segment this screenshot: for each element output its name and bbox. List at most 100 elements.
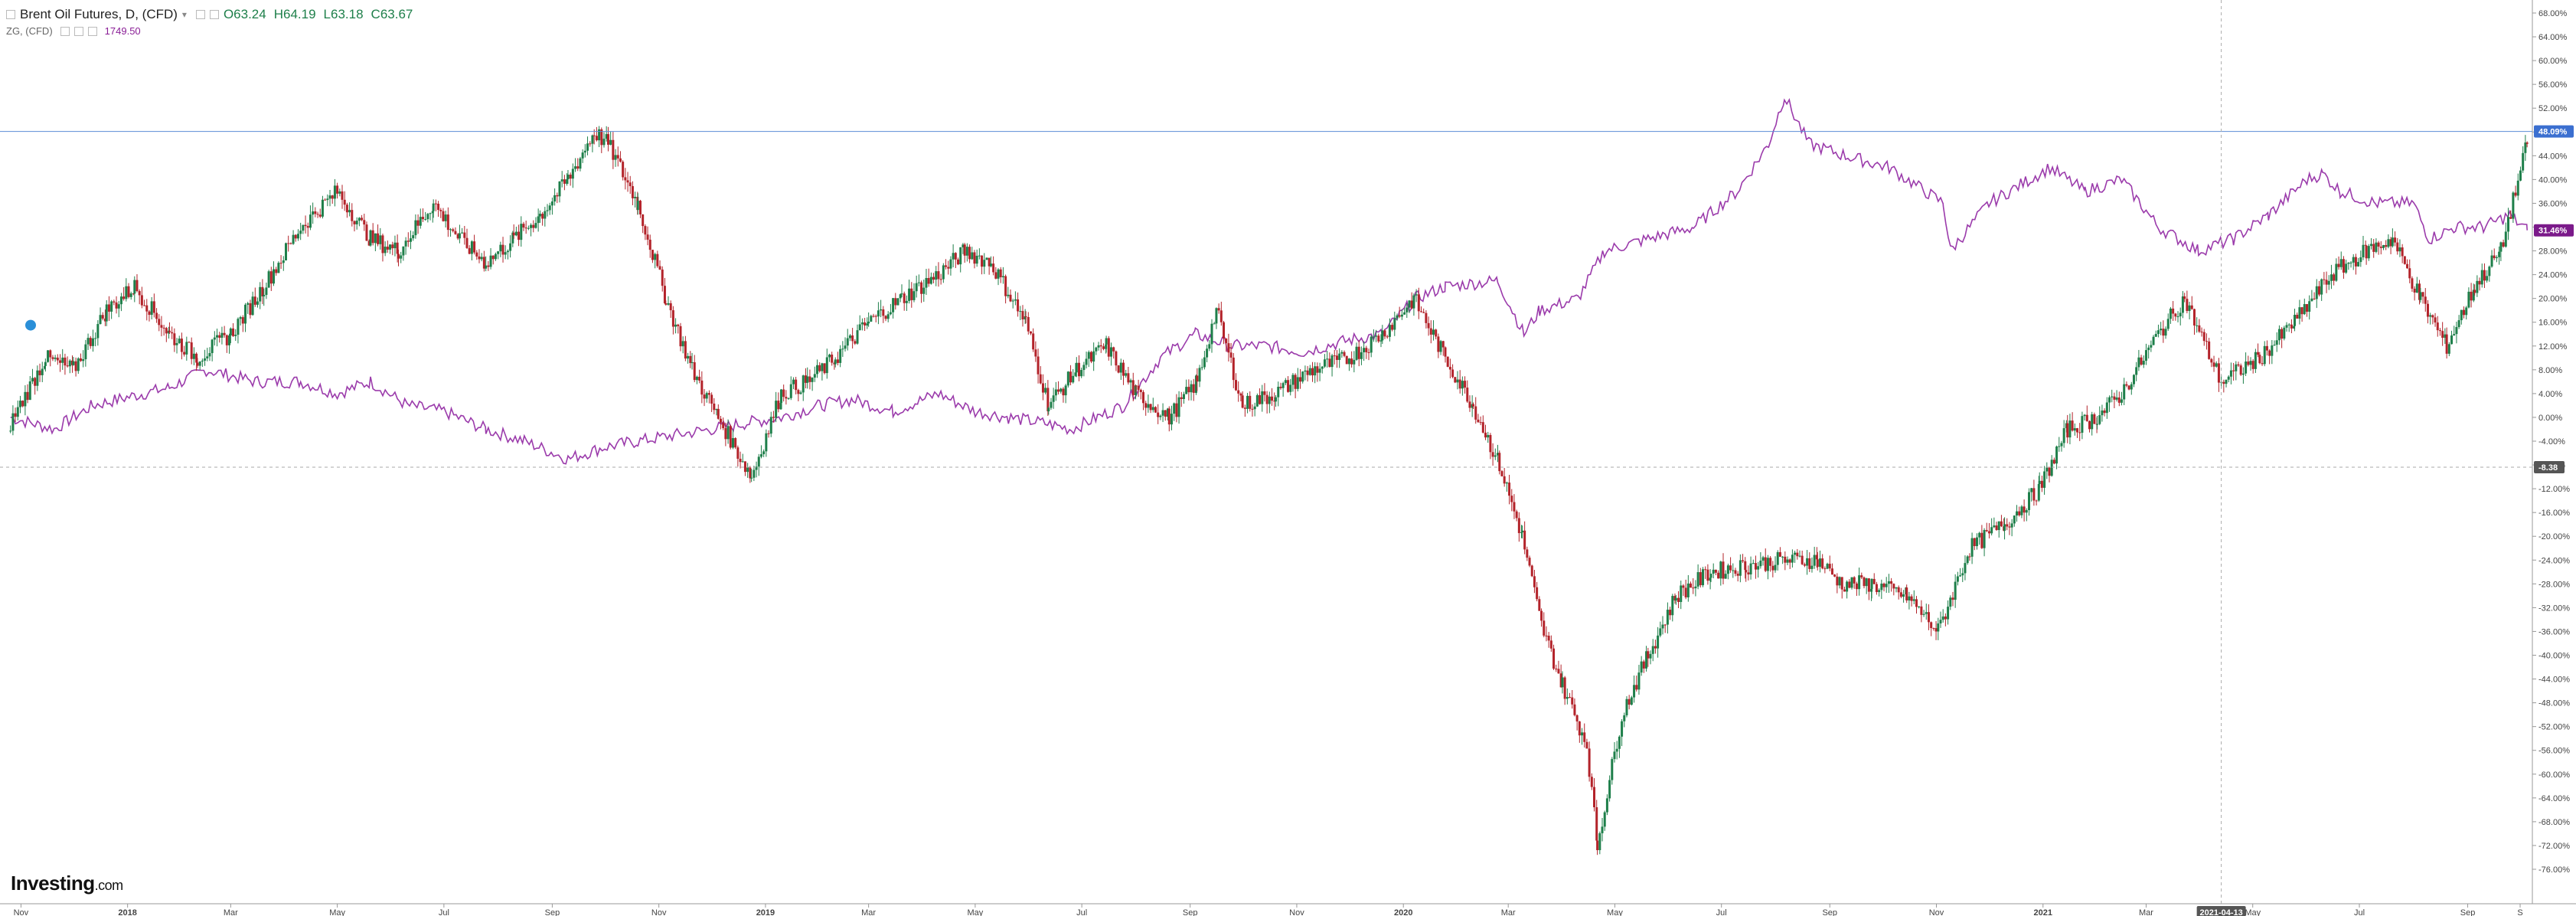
candle-body xyxy=(2123,384,2126,400)
y-tick-label: -72.00% xyxy=(2538,842,2570,851)
collapse-icon[interactable] xyxy=(6,10,15,19)
candle-body xyxy=(1995,525,1998,531)
candle-body xyxy=(1340,352,1344,354)
candle-body xyxy=(119,296,122,305)
candle-body xyxy=(1024,316,1027,318)
candle-body xyxy=(497,251,500,254)
candle-body xyxy=(2181,296,2184,313)
y-tick-label: 20.00% xyxy=(2538,295,2568,304)
candle-body xyxy=(915,283,918,292)
candle-body xyxy=(1069,371,1073,383)
candle-body xyxy=(2025,510,2028,513)
candle-body xyxy=(821,363,824,371)
candle-body xyxy=(265,287,268,296)
y-tick-label: 68.00% xyxy=(2538,9,2568,18)
primary-series-title[interactable]: Brent Oil Futures, D, (CFD) xyxy=(20,7,178,21)
candle-body xyxy=(1021,311,1024,320)
candle-body xyxy=(1846,581,1849,592)
high-value: H64.19 xyxy=(273,7,316,21)
y-tick-label: 0.00% xyxy=(2538,414,2562,423)
event-marker-icon[interactable] xyxy=(25,319,36,331)
candle-body xyxy=(581,152,584,159)
candle-body xyxy=(2476,280,2479,293)
candle-body xyxy=(1611,759,1614,780)
candle-body xyxy=(1484,432,1487,438)
candle-body xyxy=(1198,368,1201,382)
candle-body xyxy=(1161,410,1164,416)
candle-body xyxy=(2052,460,2055,464)
candle-body xyxy=(2156,330,2160,335)
candle-body xyxy=(856,330,859,344)
candle-body xyxy=(628,182,632,187)
candle-body xyxy=(2115,397,2118,400)
candle-body xyxy=(1468,401,1471,408)
x-tick-label: 2021 xyxy=(2034,908,2052,916)
candle-body xyxy=(1520,532,1523,534)
candle-body xyxy=(127,286,130,297)
candle-body xyxy=(421,217,424,220)
candle-body xyxy=(228,335,231,345)
y-tick-label: 56.00% xyxy=(2538,80,2568,90)
candle-body xyxy=(404,240,407,247)
candle-body xyxy=(74,361,77,371)
candle-body xyxy=(1528,558,1531,566)
candle-body xyxy=(884,316,887,319)
settings-icon[interactable] xyxy=(195,10,205,19)
candle-body xyxy=(1180,397,1183,399)
candle-body xyxy=(1956,576,1959,582)
candle-body xyxy=(1784,556,1787,563)
visibility-icon[interactable] xyxy=(60,27,70,36)
candle-body xyxy=(636,201,639,211)
secondary-series-title[interactable]: ZG, (CFD) xyxy=(6,25,53,37)
settings-icon[interactable] xyxy=(73,27,83,36)
candle-body xyxy=(1947,607,1950,620)
candle-body xyxy=(1887,581,1890,584)
candle-body xyxy=(1912,599,1915,601)
chevron-down-icon[interactable]: ▾ xyxy=(181,9,187,20)
candle-body xyxy=(1836,576,1839,586)
candle-body xyxy=(689,355,692,364)
candle-body xyxy=(1363,348,1366,352)
candle-body xyxy=(2073,428,2076,431)
candle-body xyxy=(1032,333,1035,350)
candle-body xyxy=(296,234,299,239)
candle-body xyxy=(2176,316,2179,318)
candle-body xyxy=(1757,566,1760,570)
candle-body xyxy=(1865,578,1868,587)
candle-body xyxy=(2222,381,2225,384)
candle-body xyxy=(363,220,366,225)
candle-body xyxy=(792,379,795,384)
candle-body xyxy=(2455,327,2458,335)
candle-body xyxy=(753,469,756,478)
candle-body xyxy=(2205,341,2208,342)
close-value: C63.67 xyxy=(371,7,413,21)
candle-body xyxy=(1301,371,1304,382)
candle-body xyxy=(475,252,478,257)
candle-body xyxy=(2478,280,2481,285)
candle-body xyxy=(1875,584,1878,593)
close-icon[interactable] xyxy=(209,10,219,19)
candle-body xyxy=(386,247,389,250)
candle-body xyxy=(1769,558,1772,566)
close-icon[interactable] xyxy=(87,27,97,36)
candle-body xyxy=(449,229,452,231)
candle-body xyxy=(1379,340,1383,342)
candle-body xyxy=(576,166,580,169)
candle-body xyxy=(2287,324,2290,326)
candle-body xyxy=(470,241,473,254)
candle-body xyxy=(762,451,766,455)
candle-body xyxy=(158,319,161,326)
candle-body xyxy=(43,365,46,369)
candle-body xyxy=(1215,308,1218,324)
candle-body xyxy=(828,354,831,358)
candle-body xyxy=(1934,628,1938,632)
candle-body xyxy=(66,365,69,367)
candle-body xyxy=(903,293,906,303)
candle-body xyxy=(870,316,873,322)
candle-body xyxy=(2258,355,2261,364)
candle-body xyxy=(1311,368,1314,376)
candle-body xyxy=(541,214,544,219)
candle-body xyxy=(99,315,102,325)
candle-body xyxy=(402,246,405,256)
